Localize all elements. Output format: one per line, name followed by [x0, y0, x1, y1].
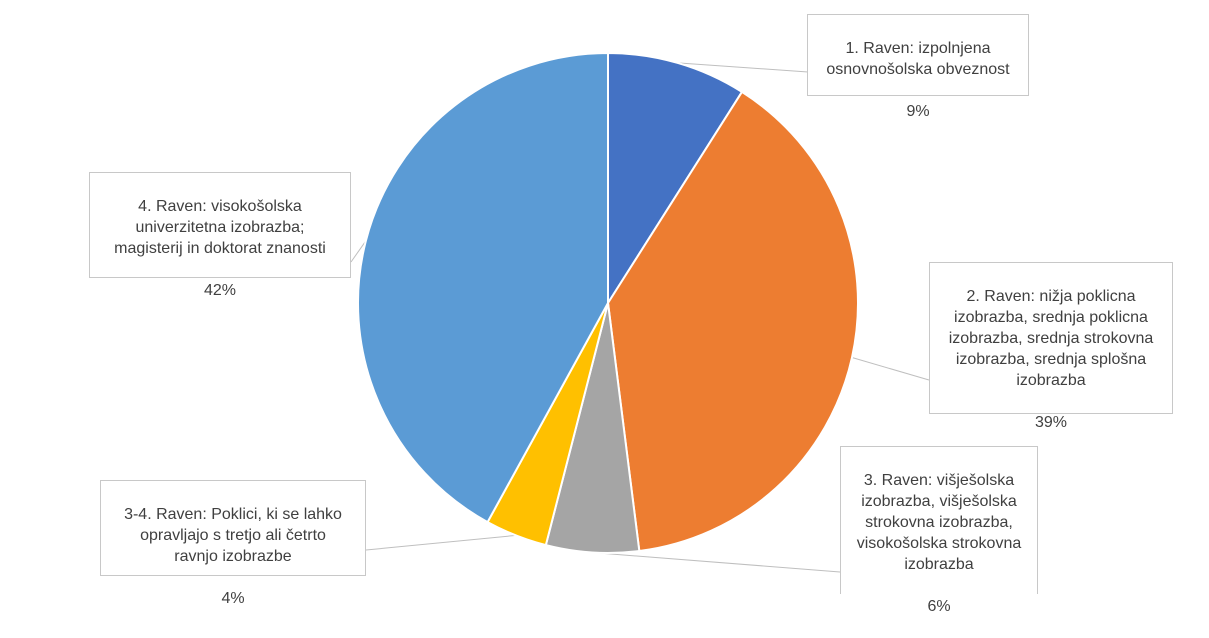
slice-3-percent: 6%: [927, 598, 951, 615]
slice-5-label: 4. Raven: visokošolska univerzitetna izo…: [114, 198, 326, 257]
leader-line-3: [592, 552, 841, 573]
slice-1-percent: 9%: [906, 103, 930, 120]
data-label-slice-2: 2. Raven: nižja poklicna izobrazba, sred…: [929, 262, 1173, 431]
data-label-slice-4: 3-4. Raven: Poklici, ki se lahko opravlj…: [100, 480, 366, 607]
data-label-slice-3: 3. Raven: višješolska izobrazba, višješo…: [840, 446, 1038, 615]
slice-5-percent: 42%: [203, 282, 237, 299]
slice-2-percent: 39%: [1034, 414, 1068, 431]
slice-2-label: 2. Raven: nižja poklicna izobrazba, sred…: [948, 288, 1154, 389]
data-label-slice-1: 1. Raven: izpolnjena osnovnošolska obvez…: [807, 14, 1029, 120]
leader-line-4: [365, 534, 517, 551]
pie-chart: [350, 51, 930, 573]
pie-slice-5: [357, 51, 609, 524]
leader-line-1: [677, 62, 809, 73]
leader-line-5: [350, 240, 367, 263]
pie-slice-1: [607, 51, 744, 307]
pie-slices: [357, 51, 859, 554]
slice-1-label: 1. Raven: izpolnjena osnovnošolska obvez…: [826, 40, 1010, 78]
slice-4-percent: 4%: [221, 590, 245, 607]
leader-line-2: [851, 357, 930, 381]
leader-lines: [350, 62, 930, 573]
pie-slice-2: [606, 90, 859, 553]
data-label-slice-5: 4. Raven: visokošolska univerzitetna izo…: [89, 172, 351, 299]
slice-3-label: 3. Raven: višješolska izobrazba, višješo…: [856, 472, 1022, 573]
slice-4-label: 3-4. Raven: Poklici, ki se lahko opravlj…: [124, 506, 342, 565]
